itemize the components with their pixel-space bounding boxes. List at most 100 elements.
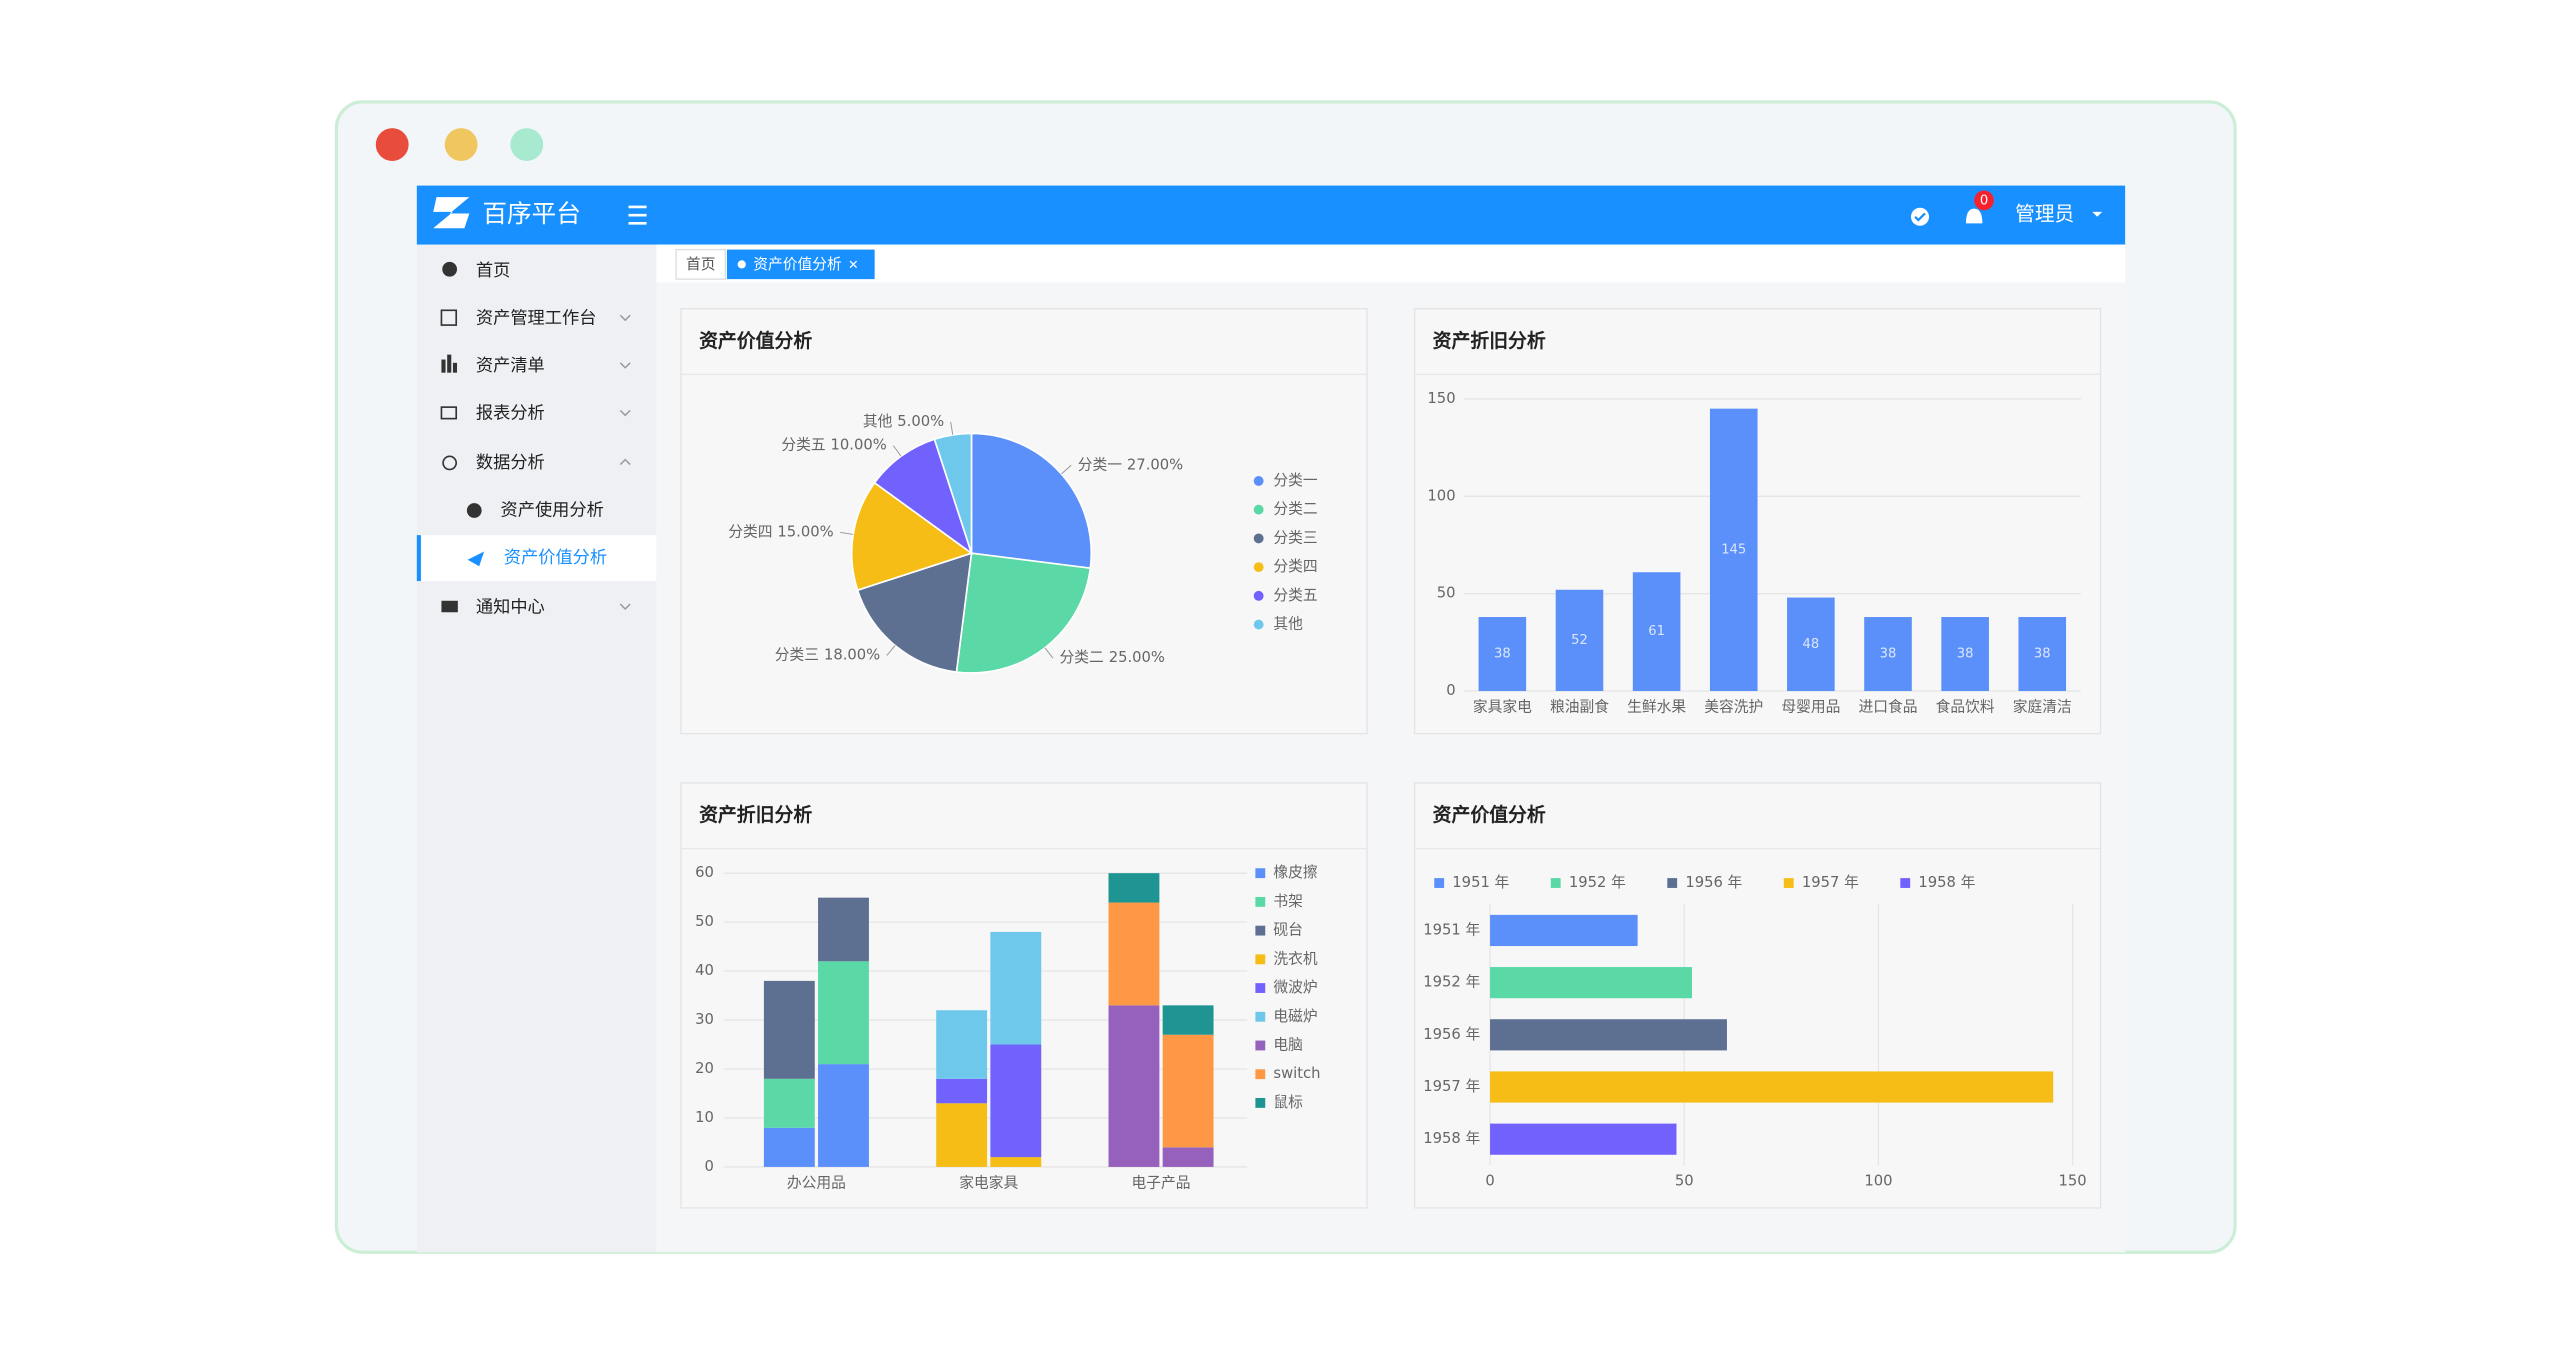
pie-slice [850, 481, 974, 592]
legend-label: 1951 年 [1452, 874, 1509, 891]
x-tick-label: 家电家具 [959, 1174, 1018, 1191]
slice-label: 其他 5.00% [863, 413, 944, 430]
legend-label: switch [1273, 1065, 1320, 1082]
legend-marker [1434, 878, 1445, 888]
bar [1490, 1123, 1677, 1155]
bar-value-label: 38 [1494, 647, 1511, 662]
bar-segment [1108, 873, 1160, 903]
legend-label: 分类五 [1273, 587, 1317, 604]
legend-label: 电脑 [1273, 1036, 1303, 1053]
slice-name: 分类三 [775, 647, 819, 664]
legend-label: 分类三 [1273, 529, 1317, 546]
bar-segment [763, 1127, 815, 1167]
minimize-button[interactable] [444, 128, 478, 161]
x-tick-label: 粮油副食 [1550, 698, 1609, 715]
tab-close[interactable] [849, 260, 858, 269]
x-tick-label: 母婴用品 [1781, 698, 1840, 715]
maximize-button[interactable] [510, 128, 544, 161]
legend-marker [1253, 619, 1264, 630]
x-tick-label: 食品饮料 [1936, 698, 1995, 715]
x-tick-label: 50 [1675, 1173, 1694, 1190]
x-tick-label: 办公用品 [787, 1174, 846, 1191]
y-tick-label: 50 [695, 913, 714, 930]
label-line [950, 421, 954, 435]
pie-slice [955, 552, 1092, 674]
submenu-item-active[interactable]: 资产价值分析 [504, 548, 607, 568]
user-menu[interactable]: 管理员 [2015, 203, 2074, 226]
slice-value: 27.00% [1127, 456, 1183, 473]
legend-label: 1957 年 [1802, 874, 1859, 891]
menu-item[interactable]: 数据分析 [476, 453, 545, 473]
slice-name: 分类五 [781, 437, 825, 454]
bar [1478, 617, 1527, 692]
legend-marker [1255, 1069, 1266, 1080]
bell-icon[interactable] [1965, 208, 1983, 224]
legend-marker [1255, 1011, 1266, 1022]
header [416, 185, 2126, 245]
slice-name: 分类四 [728, 523, 772, 540]
x-tick-label: 进口食品 [1859, 698, 1918, 715]
logo [433, 197, 470, 229]
legend-label: 电磁炉 [1273, 1008, 1317, 1025]
bar-segment [1162, 1005, 1214, 1035]
chart-title: 资产价值分析 [699, 329, 812, 352]
bar-segment [763, 980, 815, 1079]
bar-segment [1162, 1034, 1214, 1148]
bar [1490, 1019, 1727, 1051]
menu-toggle[interactable] [628, 205, 647, 225]
bar [1490, 914, 1638, 947]
y-tick-label: 20 [695, 1060, 714, 1077]
legend-marker [1253, 476, 1264, 486]
tab-active[interactable] [726, 249, 875, 280]
legend-label: 书架 [1273, 893, 1303, 910]
legend-marker [1253, 562, 1264, 573]
menu-item[interactable]: 资产管理工作台 [476, 309, 597, 329]
legend-label: 1956 年 [1685, 874, 1742, 891]
menu-item[interactable]: 通知中心 [476, 597, 545, 617]
legend-marker [1255, 925, 1266, 936]
legend-marker [1667, 878, 1678, 888]
bar-segment [936, 1010, 988, 1079]
close-button[interactable] [375, 128, 409, 161]
tab-bar [656, 244, 2126, 283]
legend-marker [1255, 983, 1266, 993]
legend-label: 洗衣机 [1273, 950, 1318, 967]
bar [2018, 617, 2067, 692]
bar-segment [1162, 1147, 1214, 1167]
status-icon[interactable] [1910, 207, 1930, 226]
slice-value: 5.00% [897, 413, 944, 430]
menu-item[interactable]: 首页 [476, 261, 510, 281]
tab-label: 首页 [686, 256, 716, 273]
legend-marker [1255, 896, 1266, 907]
sidebar-menu: 首页 资产管理工作台 资产清单 报表分析 数据分析 资产使用分析 资产价值分析 … [476, 261, 607, 617]
slice-label: 分类二 25.00% [1060, 649, 1165, 666]
legend-marker [1255, 868, 1266, 879]
badge [1974, 190, 1994, 211]
bar-value-label: 61 [1648, 624, 1665, 639]
y-tick-label: 1951 年 [1423, 921, 1480, 938]
menu-item[interactable]: 报表分析 [476, 404, 545, 424]
legend-label: 1952 年 [1569, 874, 1626, 891]
label-line [892, 445, 902, 457]
bar-value-label: 145 [1721, 542, 1746, 557]
legend-marker [1255, 954, 1266, 965]
legend-label: 其他 [1273, 616, 1303, 633]
pie-slice [970, 432, 1093, 570]
legend-label: 微波炉 [1273, 979, 1317, 996]
y-tick-label: 1956 年 [1423, 1026, 1480, 1043]
legend-label: 橡皮擦 [1273, 864, 1318, 881]
tab[interactable] [675, 248, 726, 280]
menu-item[interactable]: 资产清单 [476, 356, 545, 376]
submenu-item[interactable]: 资产使用分析 [501, 500, 604, 521]
active-item-bg [420, 535, 657, 582]
legend-marker [1900, 878, 1911, 888]
slice-value: 18.00% [824, 647, 880, 664]
bar [1941, 617, 1989, 692]
bar-segment [818, 1064, 869, 1167]
bar [1632, 572, 1681, 692]
slice-value: 25.00% [1109, 649, 1165, 666]
y-tick-label: 60 [695, 864, 714, 881]
x-tick-label: 家庭清洁 [2013, 698, 2072, 715]
